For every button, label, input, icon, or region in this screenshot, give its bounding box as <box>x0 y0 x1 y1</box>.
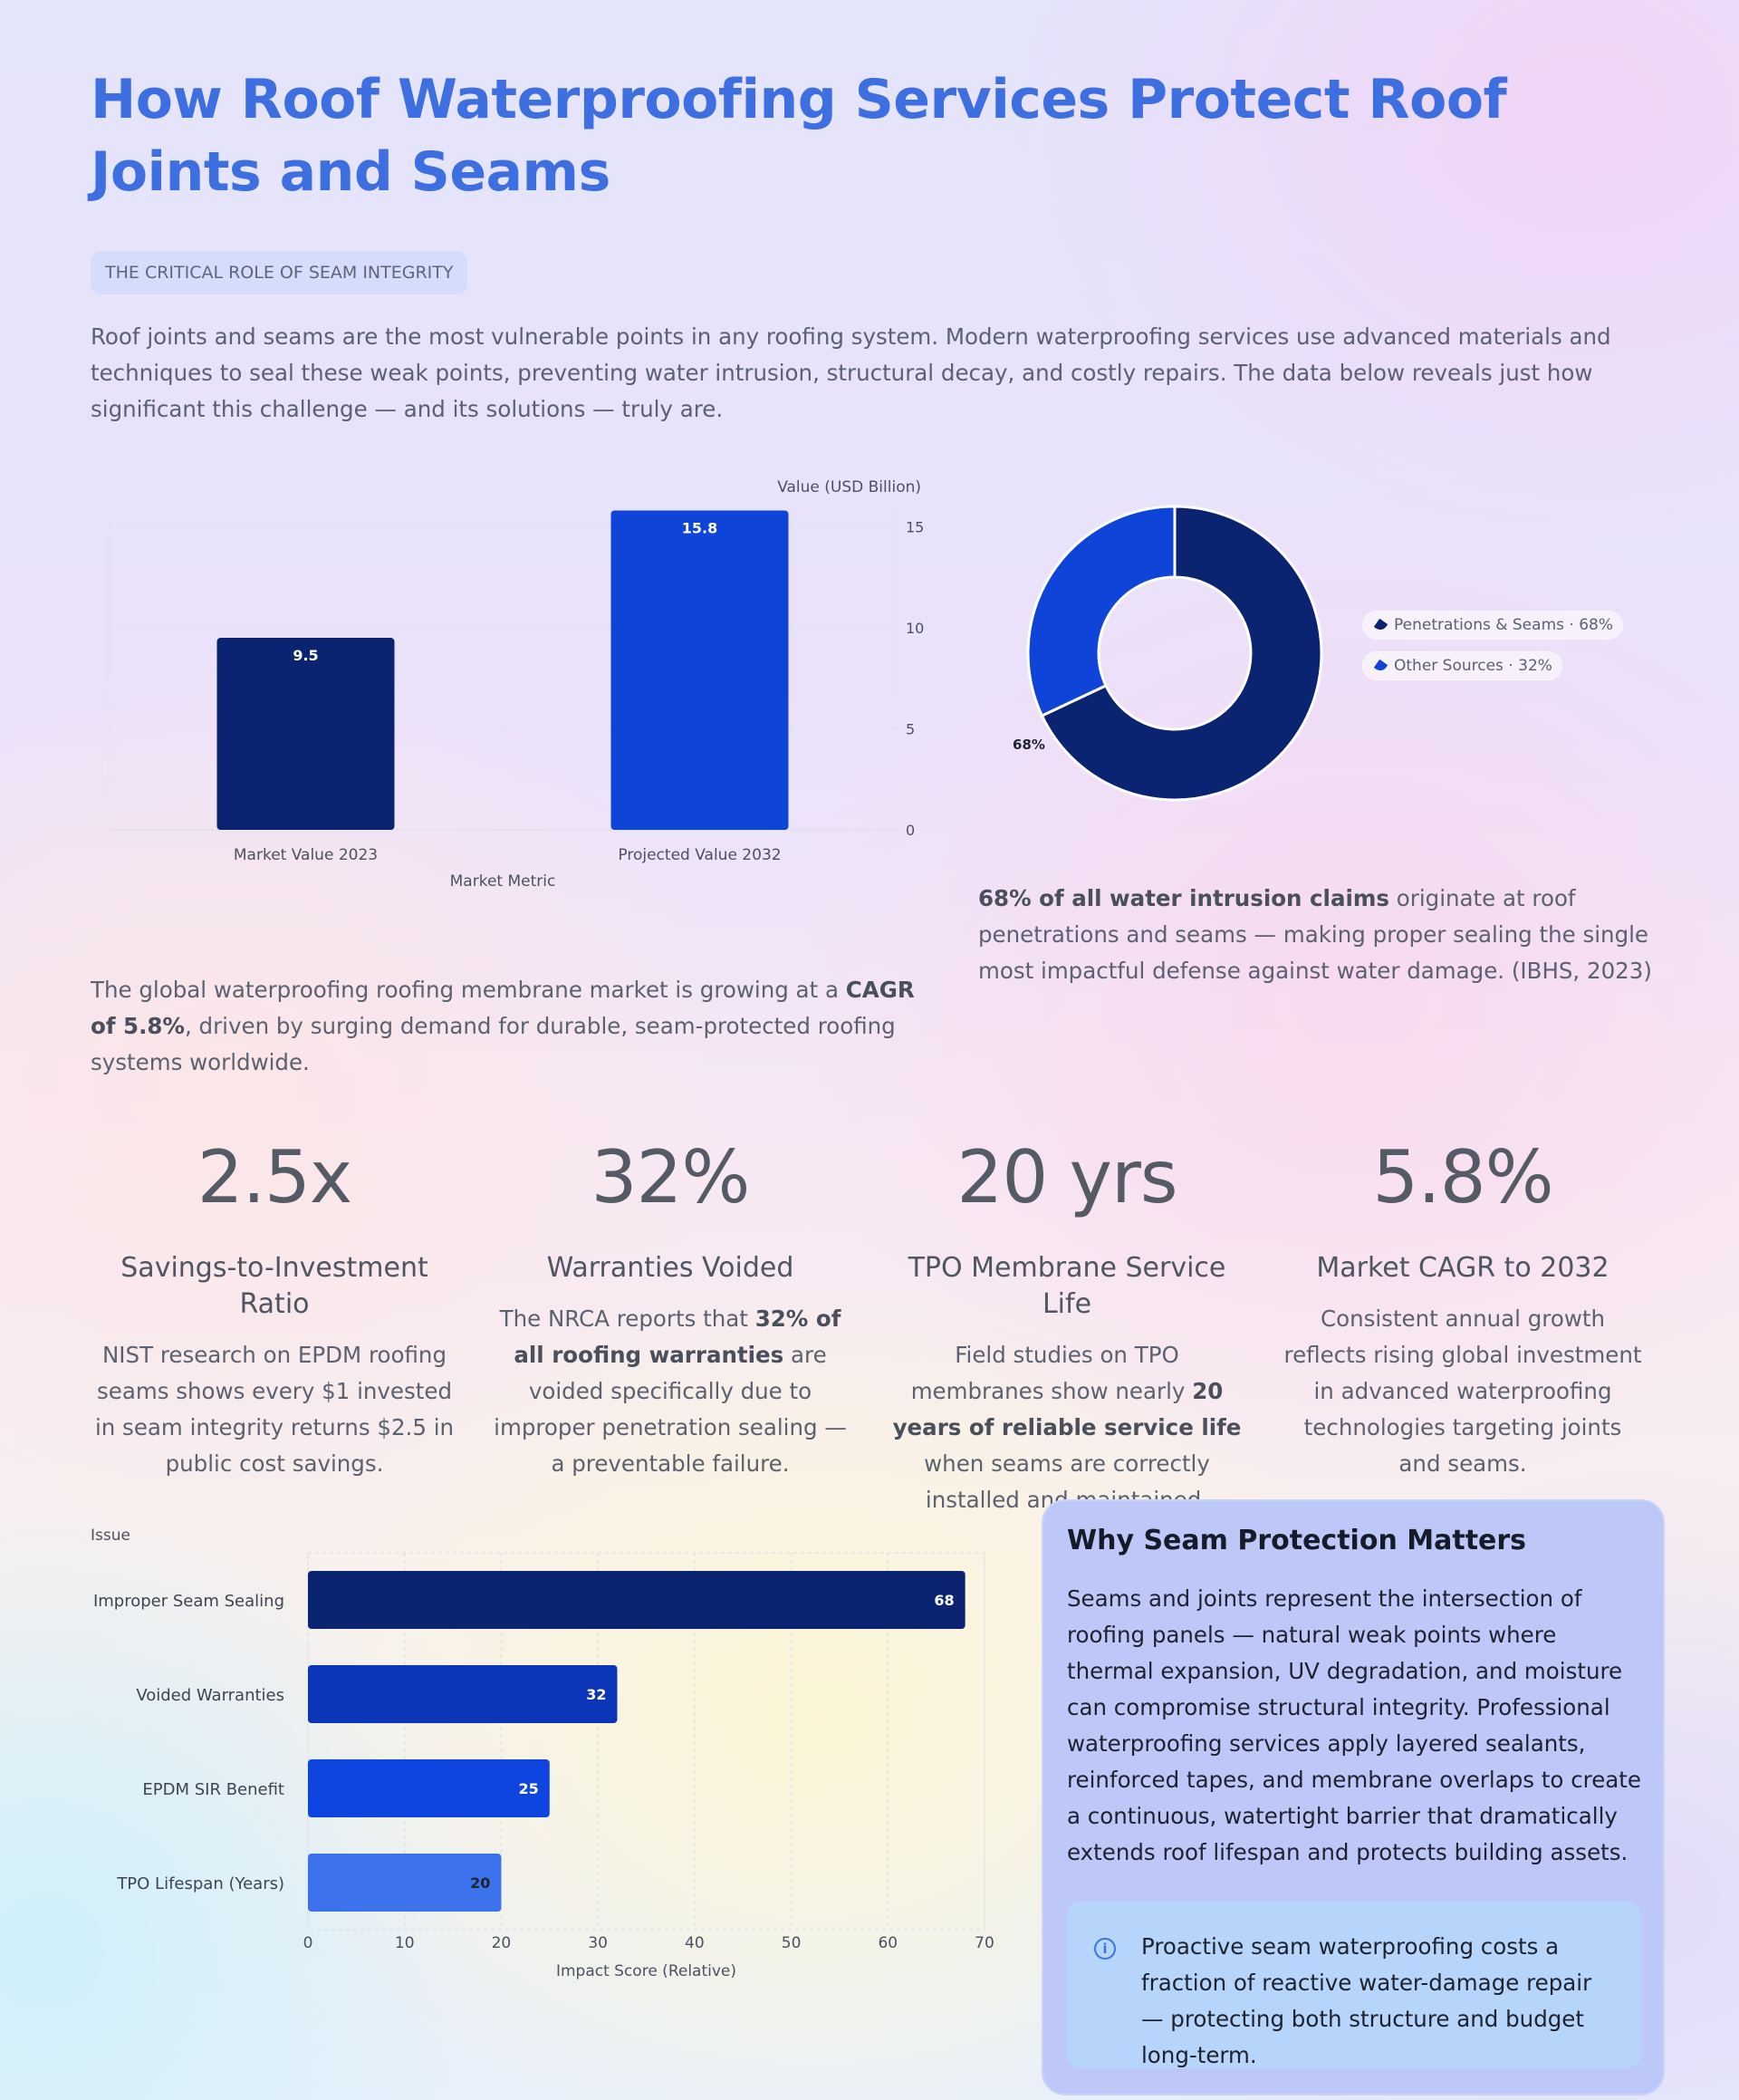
donut-slice <box>1040 505 1323 802</box>
callout-text: Proactive seam waterproofing costs a fra… <box>1141 1933 1592 2068</box>
x-tick-label: 60 <box>878 1934 898 1952</box>
x-tick-label: Projected Value 2032 <box>618 846 781 864</box>
seam-protection-panel: Why Seam Protection Matters Seams and jo… <box>1042 1499 1665 2095</box>
bar-value-label: 32 <box>586 1686 606 1703</box>
info-icon: i <box>1094 1938 1116 1960</box>
stat-description: Field studies on TPO membranes show near… <box>892 1342 1242 1513</box>
panel-title: Why Seam Protection Matters <box>1067 1525 1527 1556</box>
stat-value: 32% <box>591 1135 751 1219</box>
x-tick-label: 50 <box>782 1934 802 1952</box>
stat-label: Warranties Voided <box>546 1252 794 1284</box>
y-tick-label: Voided Warranties <box>136 1686 284 1705</box>
y-tick-label: 15 <box>906 518 924 535</box>
market-caption: The global waterproofing roofing membran… <box>91 977 915 1075</box>
bar-value-label: 20 <box>470 1874 490 1892</box>
stat-label: TPO Membrane Service Life <box>908 1252 1226 1320</box>
slice-label: 68% <box>1013 737 1045 753</box>
panel-text: Seams and joints represent the intersect… <box>1067 1585 1641 1865</box>
bar-value-label: 15.8 <box>682 519 717 536</box>
x-tick-label: 70 <box>975 1934 994 1952</box>
stat-description: The NRCA reports that 32% of all roofing… <box>494 1305 847 1477</box>
y-tick-label: 10 <box>906 620 924 637</box>
claims-caption: 68% of all water intrusion claims origin… <box>978 885 1652 984</box>
stat-savings-ratio: 2.5x Savings-to-Investment Ratio NIST re… <box>89 1132 460 1482</box>
legend-entry: Other Sources · 32% <box>1363 652 1561 679</box>
x-tick-label: Market Value 2023 <box>234 846 378 864</box>
bar <box>610 510 789 830</box>
x-tick-label: 30 <box>588 1934 608 1952</box>
stat-warranties-voided: 32% Warranties Voided The NRCA reports t… <box>485 1132 856 1482</box>
x-axis-label: Market Metric <box>450 872 556 891</box>
bar <box>308 1571 966 1629</box>
callout-note: i Proactive seam waterproofing costs a f… <box>1067 1902 1641 2068</box>
y-tick-label: TPO Lifespan (Years) <box>116 1874 284 1893</box>
bar-value-label: 25 <box>519 1780 539 1797</box>
legend-swatch <box>1373 659 1388 674</box>
stat-tpo-service-life: 20 yrs TPO Membrane Service Life Field s… <box>881 1132 1253 1518</box>
bar-value-label: 9.5 <box>293 647 318 664</box>
y-tick-label: 0 <box>906 822 915 839</box>
bar-value-label: 68 <box>934 1592 954 1609</box>
legend-swatch <box>1373 618 1388 633</box>
plot-area <box>108 506 898 831</box>
x-tick-label: 20 <box>492 1934 512 1952</box>
bar <box>308 1759 550 1817</box>
intro-paragraph: Roof joints and seams are the most vulne… <box>91 323 1611 422</box>
stat-label: Market CAGR to 2032 <box>1316 1252 1609 1284</box>
x-axis-label: Impact Score (Relative) <box>556 1962 736 1980</box>
market-value-bar-chart: 0 5 10 15 Value (USD Billion) 9.5 Market Value… <box>108 478 924 891</box>
stat-description: Consistent annual growth reflects rising… <box>1283 1305 1642 1477</box>
bar <box>308 1665 618 1723</box>
stat-value: 20 yrs <box>956 1135 1177 1219</box>
bar <box>216 638 395 830</box>
stat-description: NIST research on EPDM roofing seams show… <box>94 1342 455 1477</box>
water-intrusion-donut-chart: 68% 32% <box>1013 489 1323 802</box>
x-tick-label: 40 <box>685 1934 705 1952</box>
x-tick-label: 0 <box>303 1934 313 1952</box>
y-tick-label: Improper Seam Sealing <box>93 1592 284 1611</box>
stat-market-cagr: 5.8% Market CAGR to 2032 Consistent annu… <box>1277 1132 1648 1482</box>
legend-entry: Penetrations & Seams · 68% <box>1363 612 1622 639</box>
x-tick-label: 10 <box>395 1934 415 1952</box>
section-eyebrow: THE CRITICAL ROLE OF SEAM INTEGRITY <box>91 251 468 294</box>
page-title: How Roof Waterproofing Services Protect … <box>91 68 1507 204</box>
y-axis-label: Value (USD Billion) <box>777 478 921 496</box>
bar <box>308 1854 502 1912</box>
slice-label: 32% <box>1138 489 1170 490</box>
donut-slice <box>1026 505 1177 718</box>
y-axis-label: Issue <box>91 1527 130 1545</box>
y-tick-label: 5 <box>906 720 915 737</box>
y-tick-label: EPDM SIR Benefit <box>142 1780 284 1799</box>
impact-score-bar-chart: 0 10 20 30 40 50 60 70 Impact Score (Relative) Is… <box>91 1527 994 1980</box>
stat-label: Savings-to-Investment Ratio <box>120 1252 428 1320</box>
stat-value: 5.8% <box>1372 1135 1553 1219</box>
stat-value: 2.5x <box>197 1135 353 1219</box>
